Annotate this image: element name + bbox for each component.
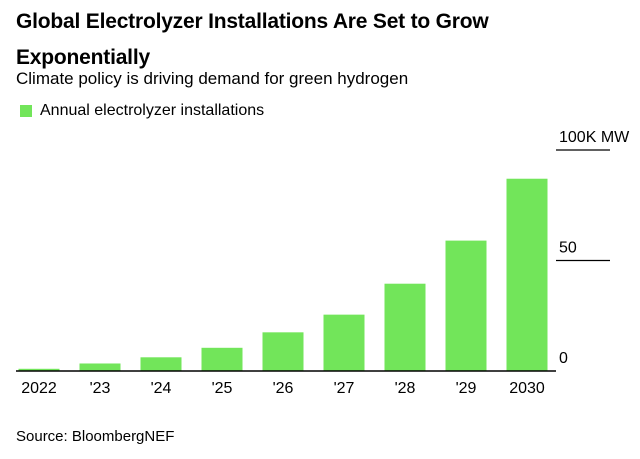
bar-6 [384, 283, 426, 371]
bar-2 [140, 357, 182, 371]
x-tick-label-6: '28 [395, 380, 416, 397]
bar-4 [262, 332, 304, 371]
bar-3 [201, 347, 243, 371]
chart-title: Global Electrolyzer Installations Are Se… [16, 10, 489, 69]
x-tick-label-1: '23 [90, 380, 111, 397]
legend-label: Annual electrolyzer installations [40, 102, 265, 119]
bar-0 [18, 368, 60, 371]
bar-8 [506, 178, 548, 371]
y-tick-label-0: 100K MW [559, 129, 630, 146]
x-tick-label-5: '27 [334, 380, 355, 397]
y-tick-label-1: 50 [559, 240, 577, 257]
x-tick-label-2: '24 [151, 380, 172, 397]
source-note: Source: BloombergNEF [16, 428, 175, 445]
bar-5 [323, 314, 365, 371]
bar-7 [445, 240, 487, 371]
x-tick-label-3: '25 [212, 380, 233, 397]
x-tick-label-7: '29 [456, 380, 477, 397]
chart-subtitle: Climate policy is driving demand for gre… [16, 69, 409, 88]
legend-swatch [20, 105, 32, 117]
y-tick-label-2: 0 [559, 350, 568, 367]
x-tick-label-8: 2030 [509, 380, 545, 397]
legend: Annual electrolyzer installations [20, 101, 264, 121]
bar-1 [79, 363, 121, 371]
x-tick-label-4: '26 [273, 380, 294, 397]
x-tick-label-0: 2022 [21, 380, 57, 397]
